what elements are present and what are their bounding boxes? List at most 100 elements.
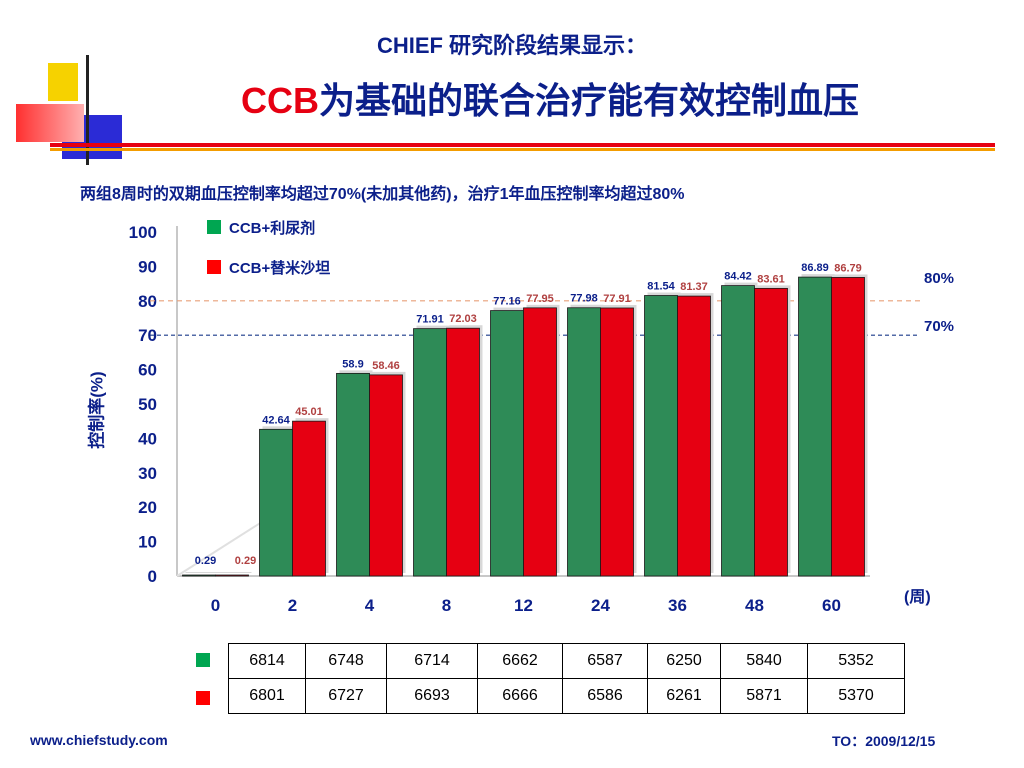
bar-diuretic-60 (798, 276, 832, 577)
ref-label-80: 80% (924, 270, 955, 287)
table-cell: 6250 (647, 643, 721, 679)
y-tick-label: 10 (138, 533, 157, 552)
y-tick-label: 90 (138, 257, 157, 276)
footer-date: TO：2009/12/15 (832, 733, 936, 749)
bar-diuretic-24 (567, 307, 601, 577)
legend-label: CCB+替米沙坦 (229, 260, 331, 277)
bar-diuretic-4 (336, 372, 370, 577)
header-rule-orange (50, 148, 995, 151)
y-tick-label: 70 (138, 326, 157, 345)
table-cell: 5840 (720, 643, 808, 679)
bar-value-label: 86.89 (801, 262, 829, 274)
legend-swatch-red (207, 260, 221, 274)
bar-shadow (218, 572, 252, 573)
x-axis-label: (周) (904, 589, 931, 606)
table-cell: 6587 (562, 643, 648, 679)
bar-diuretic-36 (644, 295, 678, 577)
footer-website: www.chiefstudy.com (30, 732, 168, 748)
x-tick-label: 60 (822, 596, 841, 615)
y-tick-label: 60 (138, 361, 157, 380)
bar-diuretic-8 (413, 328, 447, 577)
bar-value-label: 45.01 (295, 406, 323, 418)
bar-telmisartan-48 (754, 287, 788, 577)
x-tick-label: 2 (288, 596, 297, 615)
table-cell: 5352 (807, 643, 905, 679)
bar-value-label: 77.98 (570, 293, 598, 305)
table-cell: 6714 (386, 643, 478, 679)
x-tick-label: 8 (442, 596, 451, 615)
bar-value-label: 83.61 (757, 273, 785, 285)
x-tick-label: 4 (365, 596, 375, 615)
table-row: 6814 6748 6714 6662 6587 6250 5840 5352 (228, 643, 905, 679)
bar-diuretic-48 (721, 285, 755, 577)
legend-swatch-green (207, 220, 221, 234)
title-ccb: CCB (240, 80, 319, 121)
bar-value-label: 81.37 (680, 281, 708, 293)
bar-telmisartan-8 (446, 327, 480, 577)
bar-value-label: 0.29 (195, 555, 216, 567)
page-title-line2: CCB为基础的联合治疗能有效控制血压 (0, 72, 1024, 124)
bar-value-label: 42.64 (262, 414, 290, 426)
y-tick-label: 50 (138, 395, 157, 414)
table-cell: 6261 (647, 678, 721, 714)
table-cell: 6748 (305, 643, 387, 679)
y-tick-label: 20 (138, 498, 157, 517)
chart-bars (182, 274, 868, 577)
logo-red-square (16, 104, 84, 142)
x-tick-label: 12 (514, 596, 533, 615)
bar-telmisartan-4 (369, 374, 403, 577)
bar-telmisartan-24 (600, 307, 634, 577)
header-rule-red (50, 143, 995, 147)
x-tick-label: 0 (211, 596, 220, 615)
bar-value-label: 77.91 (603, 293, 631, 305)
y-tick-label: 40 (138, 429, 157, 448)
bar-value-label: 58.46 (372, 360, 400, 372)
bar-value-label: 81.54 (647, 281, 675, 293)
bar-telmisartan-60 (831, 277, 865, 577)
y-tick-label: 100 (129, 223, 157, 242)
title-rest: 为基础的联合治疗能有效控制血压 (318, 80, 859, 121)
table-marker-red (196, 691, 210, 705)
table-cell: 6666 (477, 678, 563, 714)
bar-value-label: 77.95 (526, 293, 554, 305)
bar-value-label: 86.79 (834, 262, 862, 274)
table-cell: 6662 (477, 643, 563, 679)
table-row: 6801 6727 6693 6666 6586 6261 5871 5370 (228, 678, 905, 714)
bar-telmisartan-36 (677, 295, 711, 577)
bar-diuretic-0 (182, 574, 216, 577)
bar-value-label: 72.03 (449, 313, 477, 325)
bar-telmisartan-12 (523, 307, 557, 577)
bar-telmisartan-2 (292, 420, 326, 577)
table-marker-green (196, 653, 210, 667)
table-cell: 6814 (228, 643, 306, 679)
bar-shadow (185, 572, 219, 573)
x-tick-label: 24 (591, 596, 610, 615)
legend-label: CCB+利尿剂 (229, 220, 316, 237)
bar-value-label: 0.29 (235, 555, 256, 567)
legend-item-telmisartan: CCB+替米沙坦 (207, 257, 330, 278)
logo-vertical-bar (86, 55, 89, 165)
bar-value-label: 84.42 (724, 271, 752, 283)
legend-item-diuretic: CCB+利尿剂 (207, 217, 315, 238)
chart-value-labels: 0.29 0.29 42.64 45.01 58.9 58.46 71.91 72.03 77.… (195, 262, 862, 567)
y-tick-label: 0 (148, 567, 157, 586)
bar-telmisartan-0 (215, 574, 249, 577)
table-cell: 6693 (386, 678, 478, 714)
bar-diuretic-2 (259, 428, 293, 577)
logo-yellow-square (48, 63, 78, 101)
chart-subtitle: 两组8周时的双期血压控制率均超过70%(未加其他药)，治疗1年血压控制率均超过8… (80, 186, 685, 203)
bar-value-label: 71.91 (416, 314, 444, 326)
table-cell: 6586 (562, 678, 648, 714)
ref-label-70: 70% (924, 318, 955, 335)
axis-shadow-line (176, 519, 266, 577)
table-cell: 6727 (305, 678, 387, 714)
page-title-line1: CHIEF 研究阶段结果显示： (376, 33, 648, 58)
x-tick-label: 36 (668, 596, 687, 615)
sample-size-table: 6814 6748 6714 6662 6587 6250 5840 5352 … (228, 643, 905, 714)
y-axis-label: 控制率(%) (87, 371, 107, 449)
table-cell: 5871 (720, 678, 808, 714)
bar-value-label: 58.9 (342, 358, 363, 370)
bar-value-label: 77.16 (493, 296, 521, 308)
table-cell: 5370 (807, 678, 905, 714)
